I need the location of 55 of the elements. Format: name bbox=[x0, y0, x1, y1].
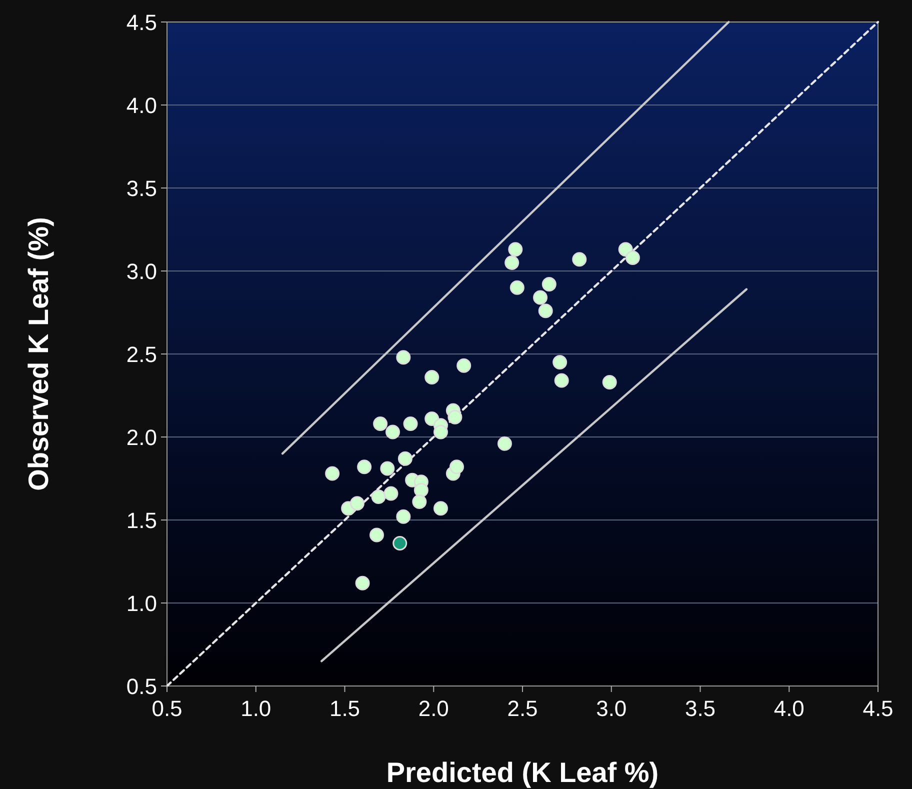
point bbox=[572, 252, 587, 267]
point bbox=[433, 501, 448, 516]
point bbox=[373, 416, 388, 431]
point bbox=[412, 494, 427, 509]
point bbox=[384, 486, 398, 501]
point bbox=[355, 576, 370, 590]
point bbox=[602, 374, 617, 390]
point bbox=[504, 255, 520, 270]
point bbox=[497, 436, 512, 451]
point bbox=[380, 461, 395, 476]
point bbox=[552, 355, 568, 370]
x-tick-label: 1.0 bbox=[240, 696, 272, 721]
point bbox=[325, 466, 340, 481]
x-tick-label: 4.5 bbox=[862, 696, 894, 721]
point bbox=[424, 370, 440, 384]
y-tick-label: 4.0 bbox=[126, 93, 157, 118]
point bbox=[350, 496, 364, 511]
y-axis-title: Observed K Leaf (%) bbox=[23, 217, 54, 491]
point bbox=[357, 460, 372, 474]
x-tick-label: 2.0 bbox=[418, 696, 449, 721]
point bbox=[554, 373, 569, 388]
point bbox=[456, 358, 472, 373]
x-tick-label: 0.5 bbox=[152, 696, 182, 721]
y-tick-label: 1.5 bbox=[126, 508, 157, 533]
point bbox=[369, 528, 384, 542]
point bbox=[392, 536, 408, 550]
y-tick-label: 0.5 bbox=[126, 674, 157, 699]
x-axis-title: Predicted (K Leaf %) bbox=[386, 757, 659, 788]
point bbox=[414, 482, 428, 498]
point bbox=[396, 350, 411, 365]
point bbox=[403, 416, 418, 431]
x-tick-label: 3.0 bbox=[596, 696, 627, 721]
point bbox=[533, 290, 548, 305]
y-tick-label: 1.0 bbox=[126, 591, 157, 616]
point bbox=[508, 242, 523, 257]
y-tick-label: 3.0 bbox=[126, 259, 157, 284]
point bbox=[396, 509, 411, 524]
point bbox=[398, 451, 412, 466]
y-tick-label: 4.5 bbox=[126, 10, 157, 35]
point bbox=[433, 424, 448, 440]
point bbox=[371, 490, 386, 504]
point bbox=[448, 410, 462, 424]
y-tick-label: 2.5 bbox=[126, 342, 157, 367]
y-tick-label: 2.0 bbox=[126, 425, 157, 450]
x-tick-label: 4.0 bbox=[774, 696, 804, 721]
y-tick-label: 3.5 bbox=[126, 176, 157, 201]
point bbox=[625, 250, 640, 265]
point bbox=[538, 304, 553, 318]
point bbox=[385, 424, 400, 440]
point bbox=[510, 280, 524, 295]
x-tick-label: 2.5 bbox=[507, 696, 538, 721]
point bbox=[449, 460, 464, 474]
point bbox=[542, 277, 556, 292]
x-tick-label: 3.5 bbox=[684, 696, 716, 721]
x-tick-label: 1.5 bbox=[329, 696, 360, 721]
